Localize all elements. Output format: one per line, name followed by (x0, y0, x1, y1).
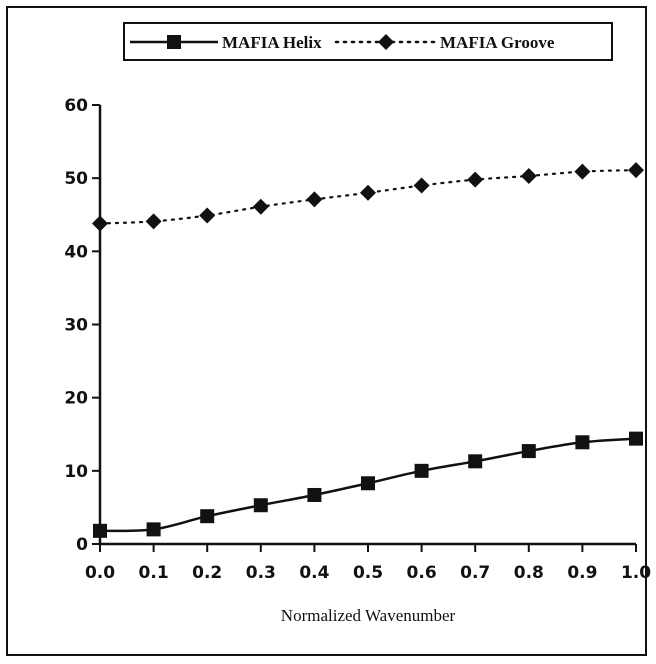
data-point-mafia-helix (521, 444, 536, 459)
x-tick-label: 0.8 (514, 563, 544, 583)
legend-label-mafia-groove: MAFIA Groove (440, 33, 555, 52)
y-tick-label: 30 (64, 316, 88, 336)
y-tick-label: 10 (64, 462, 88, 482)
data-point-mafia-groove (360, 184, 376, 201)
data-point-mafia-helix (146, 522, 161, 537)
data-point-mafia-groove (520, 167, 537, 184)
data-point-mafia-helix (575, 435, 590, 450)
series-mafia-helix (93, 431, 643, 538)
series-mafia-groove (92, 162, 644, 232)
data-point-mafia-groove (145, 213, 162, 230)
data-point-mafia-helix (468, 454, 483, 469)
legend-marker-mafia-helix (167, 35, 181, 49)
series-layer (92, 162, 644, 538)
data-point-mafia-groove (574, 163, 591, 180)
y-tick-label: 0 (76, 535, 88, 555)
legend: MAFIA Helix MAFIA Groove (123, 22, 613, 61)
data-point-mafia-groove (413, 177, 430, 194)
y-tick-label: 40 (64, 242, 88, 262)
data-point-mafia-groove (92, 215, 108, 232)
data-point-mafia-helix (253, 498, 268, 513)
x-tick-label: 0.5 (353, 563, 383, 583)
data-point-mafia-groove (252, 198, 269, 215)
x-axis-label: Normalized Wavenumber (281, 606, 456, 625)
x-tick-label: 0.7 (460, 563, 490, 583)
data-point-mafia-helix (93, 523, 107, 538)
y-tick-label: 60 (64, 96, 88, 116)
series-line-mafia-groove (98, 169, 638, 225)
x-tick-label: 0.6 (407, 563, 437, 583)
x-tick-label: 0.0 (85, 563, 115, 583)
y-tick-label: 20 (64, 389, 88, 409)
data-point-mafia-helix (307, 487, 322, 502)
data-point-mafia-groove (306, 191, 323, 208)
y-tick-label: 50 (64, 169, 88, 189)
data-point-mafia-groove (199, 207, 216, 224)
x-tick-label: 0.4 (299, 563, 329, 583)
data-point-mafia-helix (361, 476, 375, 491)
legend-marker-mafia-groove (378, 34, 394, 50)
data-point-mafia-helix (629, 431, 643, 446)
x-tick-label: 1.0 (621, 563, 651, 583)
data-point-mafia-helix (414, 463, 429, 478)
x-tick-label: 0.2 (192, 563, 222, 583)
data-point-mafia-helix (200, 509, 215, 524)
data-point-mafia-groove (628, 162, 644, 179)
x-tick-label: 0.1 (139, 563, 169, 583)
chart-frame (6, 6, 647, 656)
data-point-mafia-groove (467, 171, 484, 188)
axes: 0 10 20 30 40 50 60 0.0 0.1 0.2 0.3 0.4 0.5 0.6 0.7 0.8… (64, 96, 651, 583)
x-tick-label: 0.3 (246, 563, 276, 583)
x-tick-label: 0.9 (567, 563, 597, 583)
legend-label-mafia-helix: MAFIA Helix (222, 33, 322, 52)
